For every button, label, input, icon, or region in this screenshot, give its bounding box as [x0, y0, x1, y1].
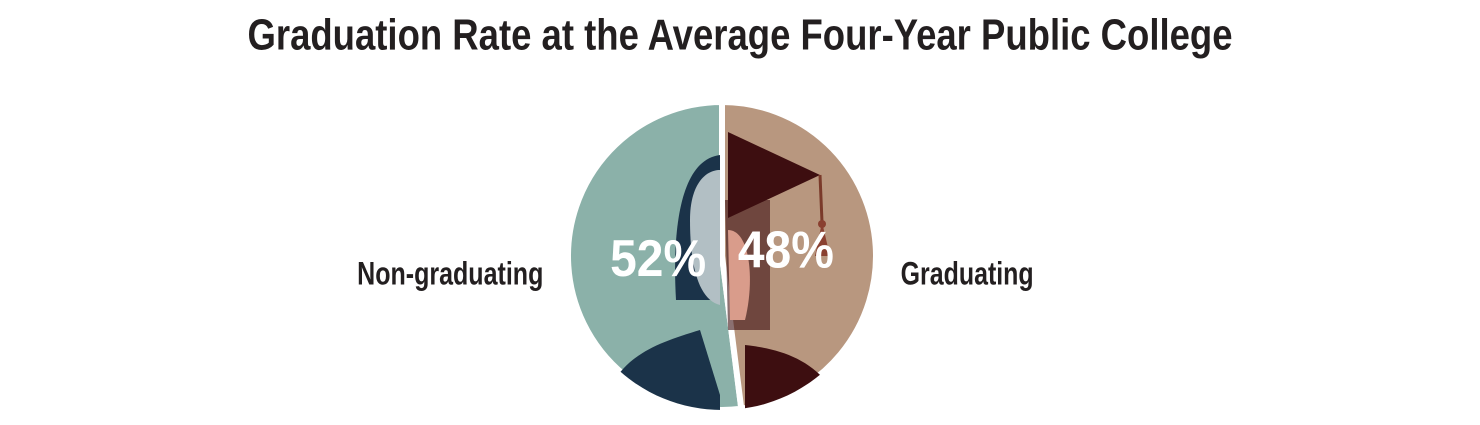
- chart-title: Graduation Rate at the Average Four-Year…: [248, 11, 1233, 60]
- figure-illustration: [600, 132, 850, 410]
- value-label: 48%: [738, 222, 834, 280]
- value-label: 52%: [610, 230, 706, 288]
- category-label: Non-graduating: [357, 255, 543, 291]
- category-label: Graduating: [901, 255, 1034, 291]
